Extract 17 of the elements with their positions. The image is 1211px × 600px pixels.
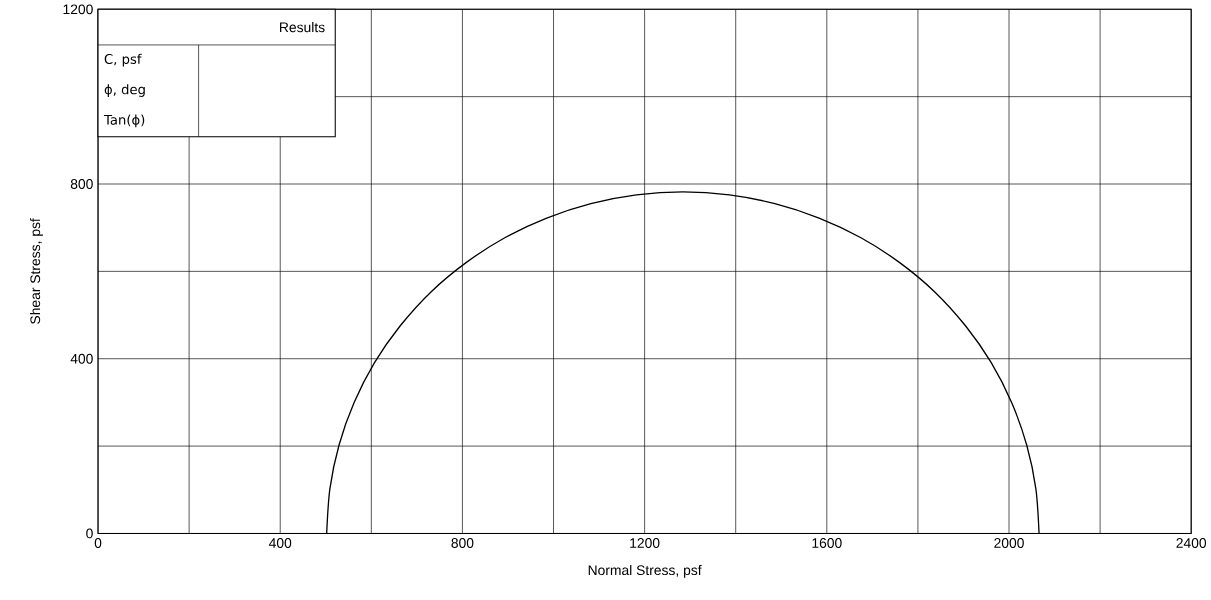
x-tick-label: 800 [451, 538, 474, 549]
x-tick-label: 1200 [630, 538, 660, 549]
annotation: C, psf [104, 53, 142, 67]
x-tick-label: 0 [94, 538, 102, 549]
y-tick-label: 1200 [63, 4, 93, 15]
annotation: ϕ, deg [104, 84, 145, 98]
y-tick-label: 0 [86, 528, 93, 539]
x-axis-title: Normal Stress, psf [588, 565, 702, 578]
x-tick-label: 1600 [812, 538, 842, 549]
annotation: Results [280, 22, 325, 33]
y-axis-title: Shear Stress, psf [29, 218, 43, 325]
annotation: Tan(ϕ) [103, 114, 145, 128]
x-tick-label: 2000 [994, 538, 1024, 549]
y-tick-label: 400 [70, 353, 93, 364]
x-tick-label: 400 [268, 538, 292, 549]
x-tick-label: 2400 [1176, 538, 1207, 549]
y-tick-label: 800 [70, 179, 93, 190]
